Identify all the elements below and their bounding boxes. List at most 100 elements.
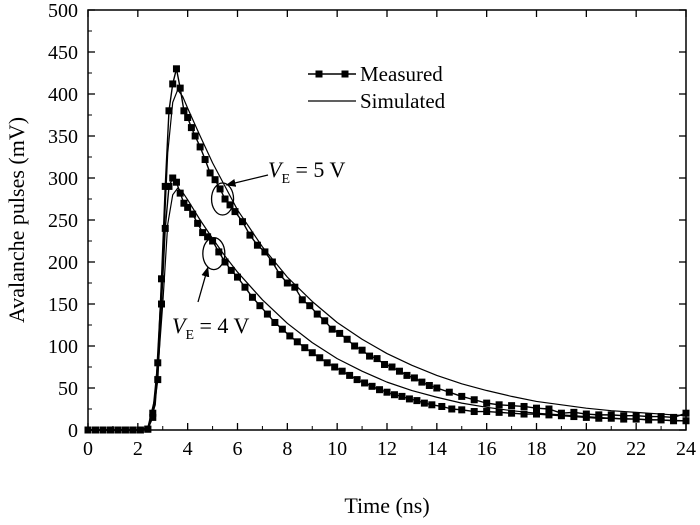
measured-data-point [458,406,466,414]
y-tick-label: 100 [48,336,78,358]
measured-data-point [161,224,169,232]
measured-data-point [231,208,239,216]
measured-data-point [301,344,309,352]
measured-data-point [508,409,516,417]
measured-data-point [169,80,177,88]
measured-data-point [308,349,316,357]
measured-data-point [390,391,398,399]
axis-ticks: 0 2 4 6 8 10 12 14 16 18 20 22 240501001502002503003… [48,0,696,460]
y-tick-label: 200 [48,252,78,274]
y-tick-label: 400 [48,84,78,106]
measured-data-point [595,414,603,422]
measured-data-point [582,413,590,421]
measured-data-point [298,296,306,304]
measured-data-point [283,279,291,287]
measured-data-point [204,233,212,241]
measured-data-point [211,176,219,184]
measured-data-point [209,237,217,245]
measured-data-point [428,401,436,409]
measured-data-point [293,338,301,346]
measured-data-point [358,346,366,354]
measured-data-point [196,143,204,151]
measured-data-point [570,413,578,421]
x-tick-label: 24 [676,438,696,460]
measured-data-point [470,408,478,416]
annotation-value: = 5 V [290,157,346,182]
measured-data-point [278,325,286,333]
measured-data-point [154,359,162,367]
y-tick-label: 350 [48,126,78,148]
measured-data-point [376,386,384,394]
measured-data-point [557,412,565,420]
measured-data-point [483,399,491,407]
measured-data-point [351,342,359,350]
measured-data-point [520,410,528,418]
legend-simulated-label: Simulated [360,89,446,113]
measured-data-point [388,363,396,371]
x-tick-label: 16 [477,438,497,460]
measured-data-point [261,248,269,256]
annotation-ve-4v: VE = 4 V [172,236,250,343]
measured-data-point [328,325,336,333]
measured-data-point [306,302,314,310]
measured-data-point [215,248,223,256]
measured-data-point [425,381,433,389]
measured-data-point [483,408,491,416]
annotation-subscript: E [185,328,194,343]
annotation-arrow [225,174,269,187]
y-tick-label: 500 [48,0,78,22]
measured-data-point [256,302,264,310]
measured-data-point [271,318,279,326]
measured-data-point [191,132,199,140]
measured-data-point [199,229,207,237]
measured-data-point [144,425,152,433]
measured-data-point [545,411,553,419]
x-tick-label: 6 [233,438,243,460]
measured-data-point [184,114,192,122]
y-tick-label: 300 [48,168,78,190]
measured-data-point [458,392,466,400]
annotation-subscript: E [281,172,290,187]
measured-data-point [176,84,184,92]
measured-data-point [381,360,389,368]
measured-data-point [495,401,503,409]
measured-data-point [234,273,241,281]
series-layer [84,65,690,434]
annotation-ellipse [202,236,226,271]
annotation-symbol: V [268,157,284,182]
measured-data-point [403,371,411,379]
y-axis-label: Avalanche pulses (mV) [4,117,29,323]
measured-data-point [533,404,540,412]
measured-data-point [448,405,456,413]
x-axis-label: Time (ns) [344,493,429,518]
measured-data-point [533,410,540,418]
measured-data-point [253,241,261,249]
y-tick-label: 450 [48,42,78,64]
x-tick-label: 10 [327,438,347,460]
measured-data-point [313,310,321,318]
legend-measured-marker [341,70,349,78]
annotation-ellipse [210,182,235,216]
measured-data-point [221,195,229,203]
measured-data-point [194,219,202,227]
y-tick-label: 50 [58,378,78,400]
measured-data-point [398,392,406,400]
measured-data-point [383,388,391,396]
measured-data-point [508,402,516,410]
x-tick-label: 22 [626,438,646,460]
annotation-value: = 4 V [194,313,250,338]
measured-data-point [180,199,188,207]
measured-data-point [361,379,369,387]
measured-data-point [246,231,254,239]
measured-data-point [545,405,553,413]
measured-data-point [149,413,157,421]
annotation-symbol: V [172,313,188,338]
measured-data-point [470,396,478,404]
measured-data-point [495,408,503,416]
measured-data-point [321,317,329,325]
measured-data-point [343,335,351,343]
x-tick-label: 12 [377,438,397,460]
measured-data-point [268,258,276,266]
measured-data-point [238,218,246,226]
x-tick-label: 0 [83,438,93,460]
